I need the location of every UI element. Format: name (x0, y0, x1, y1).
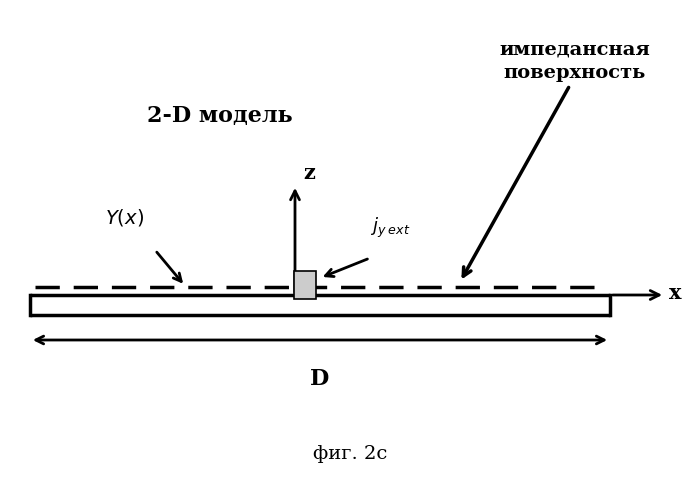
Text: $j_{y\;ext}$: $j_{y\;ext}$ (370, 216, 410, 240)
Text: $Y(x)$: $Y(x)$ (105, 207, 144, 228)
Bar (294, 271, 316, 299)
Text: x: x (669, 283, 682, 303)
Text: D: D (310, 368, 330, 390)
Text: z: z (303, 163, 315, 183)
Text: 2-D модель: 2-D модель (147, 105, 293, 127)
Text: импедансная
поверхность: импедансная поверхность (500, 40, 650, 82)
Text: фиг. 2c: фиг. 2c (313, 445, 387, 463)
